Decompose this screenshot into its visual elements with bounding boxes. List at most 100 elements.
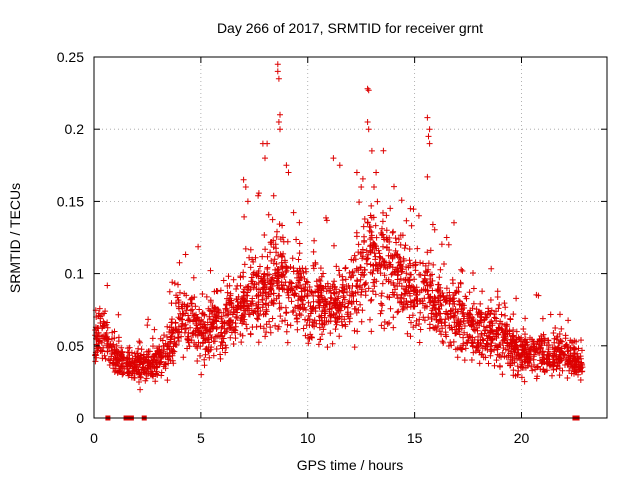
data-point (397, 262, 404, 269)
data-point (316, 276, 323, 283)
data-point (305, 299, 312, 306)
data-point (297, 304, 304, 311)
data-point (175, 281, 181, 288)
data-point (242, 184, 249, 190)
data-point (297, 274, 304, 281)
data-point (303, 278, 310, 285)
data-point (223, 344, 230, 351)
data-point (193, 341, 199, 348)
data-point (237, 282, 244, 289)
data-point (320, 326, 327, 333)
data-point (198, 371, 205, 378)
data-point (389, 255, 396, 262)
data-point (274, 275, 281, 282)
data-point (409, 312, 416, 319)
data-point (270, 290, 277, 297)
data-point (326, 287, 333, 294)
data-point (567, 347, 574, 354)
data-point (151, 354, 158, 360)
data-point (428, 315, 435, 322)
data-point (115, 356, 122, 363)
data-point (272, 270, 279, 277)
data-point (510, 327, 517, 333)
data-point (274, 228, 280, 235)
data-point (365, 285, 372, 292)
data-point (353, 265, 360, 272)
data-point (384, 293, 391, 300)
data-point (361, 216, 368, 222)
data-point (239, 312, 246, 319)
data-point (367, 297, 374, 304)
data-point (470, 270, 476, 276)
data-point (192, 328, 199, 335)
data-point (521, 378, 528, 385)
data-point (326, 306, 333, 313)
data-point (190, 318, 197, 325)
data-point (477, 300, 484, 307)
data-point (579, 362, 586, 368)
data-point (168, 333, 175, 340)
data-point (424, 288, 431, 294)
data-point (309, 289, 316, 296)
data-point (442, 331, 449, 338)
data-point (360, 223, 367, 230)
data-point (224, 289, 231, 296)
data-point (531, 346, 538, 353)
data-point (262, 155, 268, 162)
data-point (421, 295, 428, 302)
data-point (353, 233, 360, 240)
data-point (182, 326, 189, 332)
data-point (336, 333, 343, 340)
data-point (310, 265, 317, 272)
data-point (241, 213, 248, 220)
data-point (557, 311, 563, 318)
data-point (522, 315, 529, 322)
data-point (307, 331, 314, 338)
data-point (213, 346, 220, 352)
data-point (333, 263, 340, 270)
data-point (241, 261, 248, 268)
data-point (411, 276, 418, 283)
data-point (358, 184, 365, 190)
data-point (561, 351, 568, 358)
data-point (491, 347, 498, 354)
data-point (309, 305, 316, 312)
data-point (480, 323, 487, 330)
data-point (377, 310, 384, 317)
data-point (464, 317, 471, 324)
data-point (454, 354, 461, 361)
data-point (425, 291, 432, 298)
data-point (429, 297, 436, 304)
data-point (453, 319, 460, 326)
data-point (226, 300, 233, 306)
data-point (339, 322, 346, 329)
data-point (240, 269, 247, 276)
data-point (441, 261, 447, 267)
data-point (364, 219, 371, 226)
data-point (493, 327, 500, 334)
data-point (384, 321, 391, 327)
data-point (403, 217, 410, 224)
y-tick-label: 0.25 (57, 49, 84, 65)
data-point (323, 214, 329, 221)
data-point (573, 338, 580, 345)
data-point (514, 371, 521, 378)
data-point (406, 314, 413, 321)
data-point (470, 285, 477, 292)
data-point (262, 289, 269, 296)
data-point (269, 216, 276, 223)
data-point (227, 334, 234, 341)
data-point (92, 358, 99, 365)
data-point (296, 265, 303, 272)
data-point (482, 314, 489, 321)
data-point (157, 351, 164, 357)
data-point (125, 372, 132, 379)
data-point (165, 340, 171, 347)
data-point (529, 367, 536, 374)
data-point (306, 284, 313, 290)
data-point (354, 289, 361, 296)
data-point (547, 311, 554, 318)
data-point (272, 322, 279, 329)
data-point (514, 349, 521, 356)
data-point (479, 345, 486, 352)
